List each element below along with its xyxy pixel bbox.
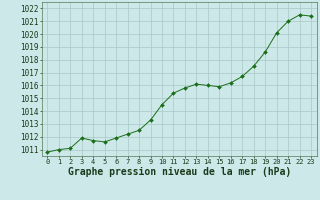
- X-axis label: Graphe pression niveau de la mer (hPa): Graphe pression niveau de la mer (hPa): [68, 167, 291, 177]
